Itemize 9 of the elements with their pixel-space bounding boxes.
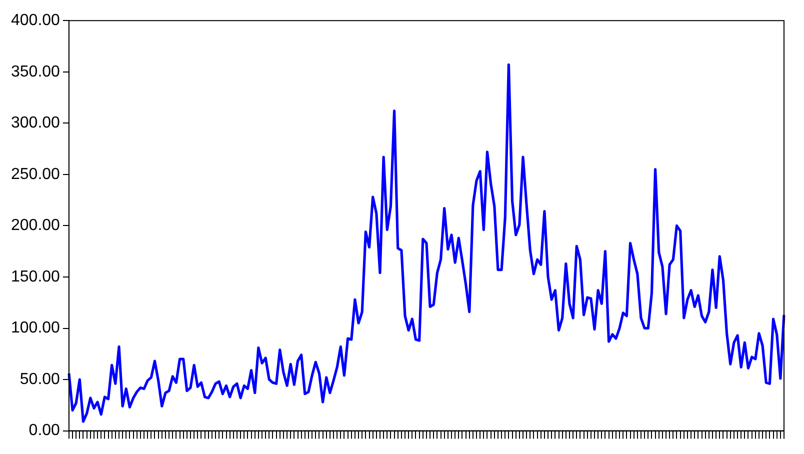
y-tick-label: 300.00	[11, 114, 60, 132]
y-tick-label: 50.00	[20, 370, 60, 388]
y-tick-label: 200.00	[11, 217, 60, 234]
y-tick-label: 0.00	[28, 422, 60, 440]
y-tick-label: 150.00	[11, 268, 60, 286]
y-tick-label: 100.00	[11, 320, 60, 337]
y-tick-label: 400.00	[11, 12, 60, 30]
y-tick-label: 350.00	[11, 63, 60, 80]
y-tick-label: 250.00	[11, 166, 60, 183]
